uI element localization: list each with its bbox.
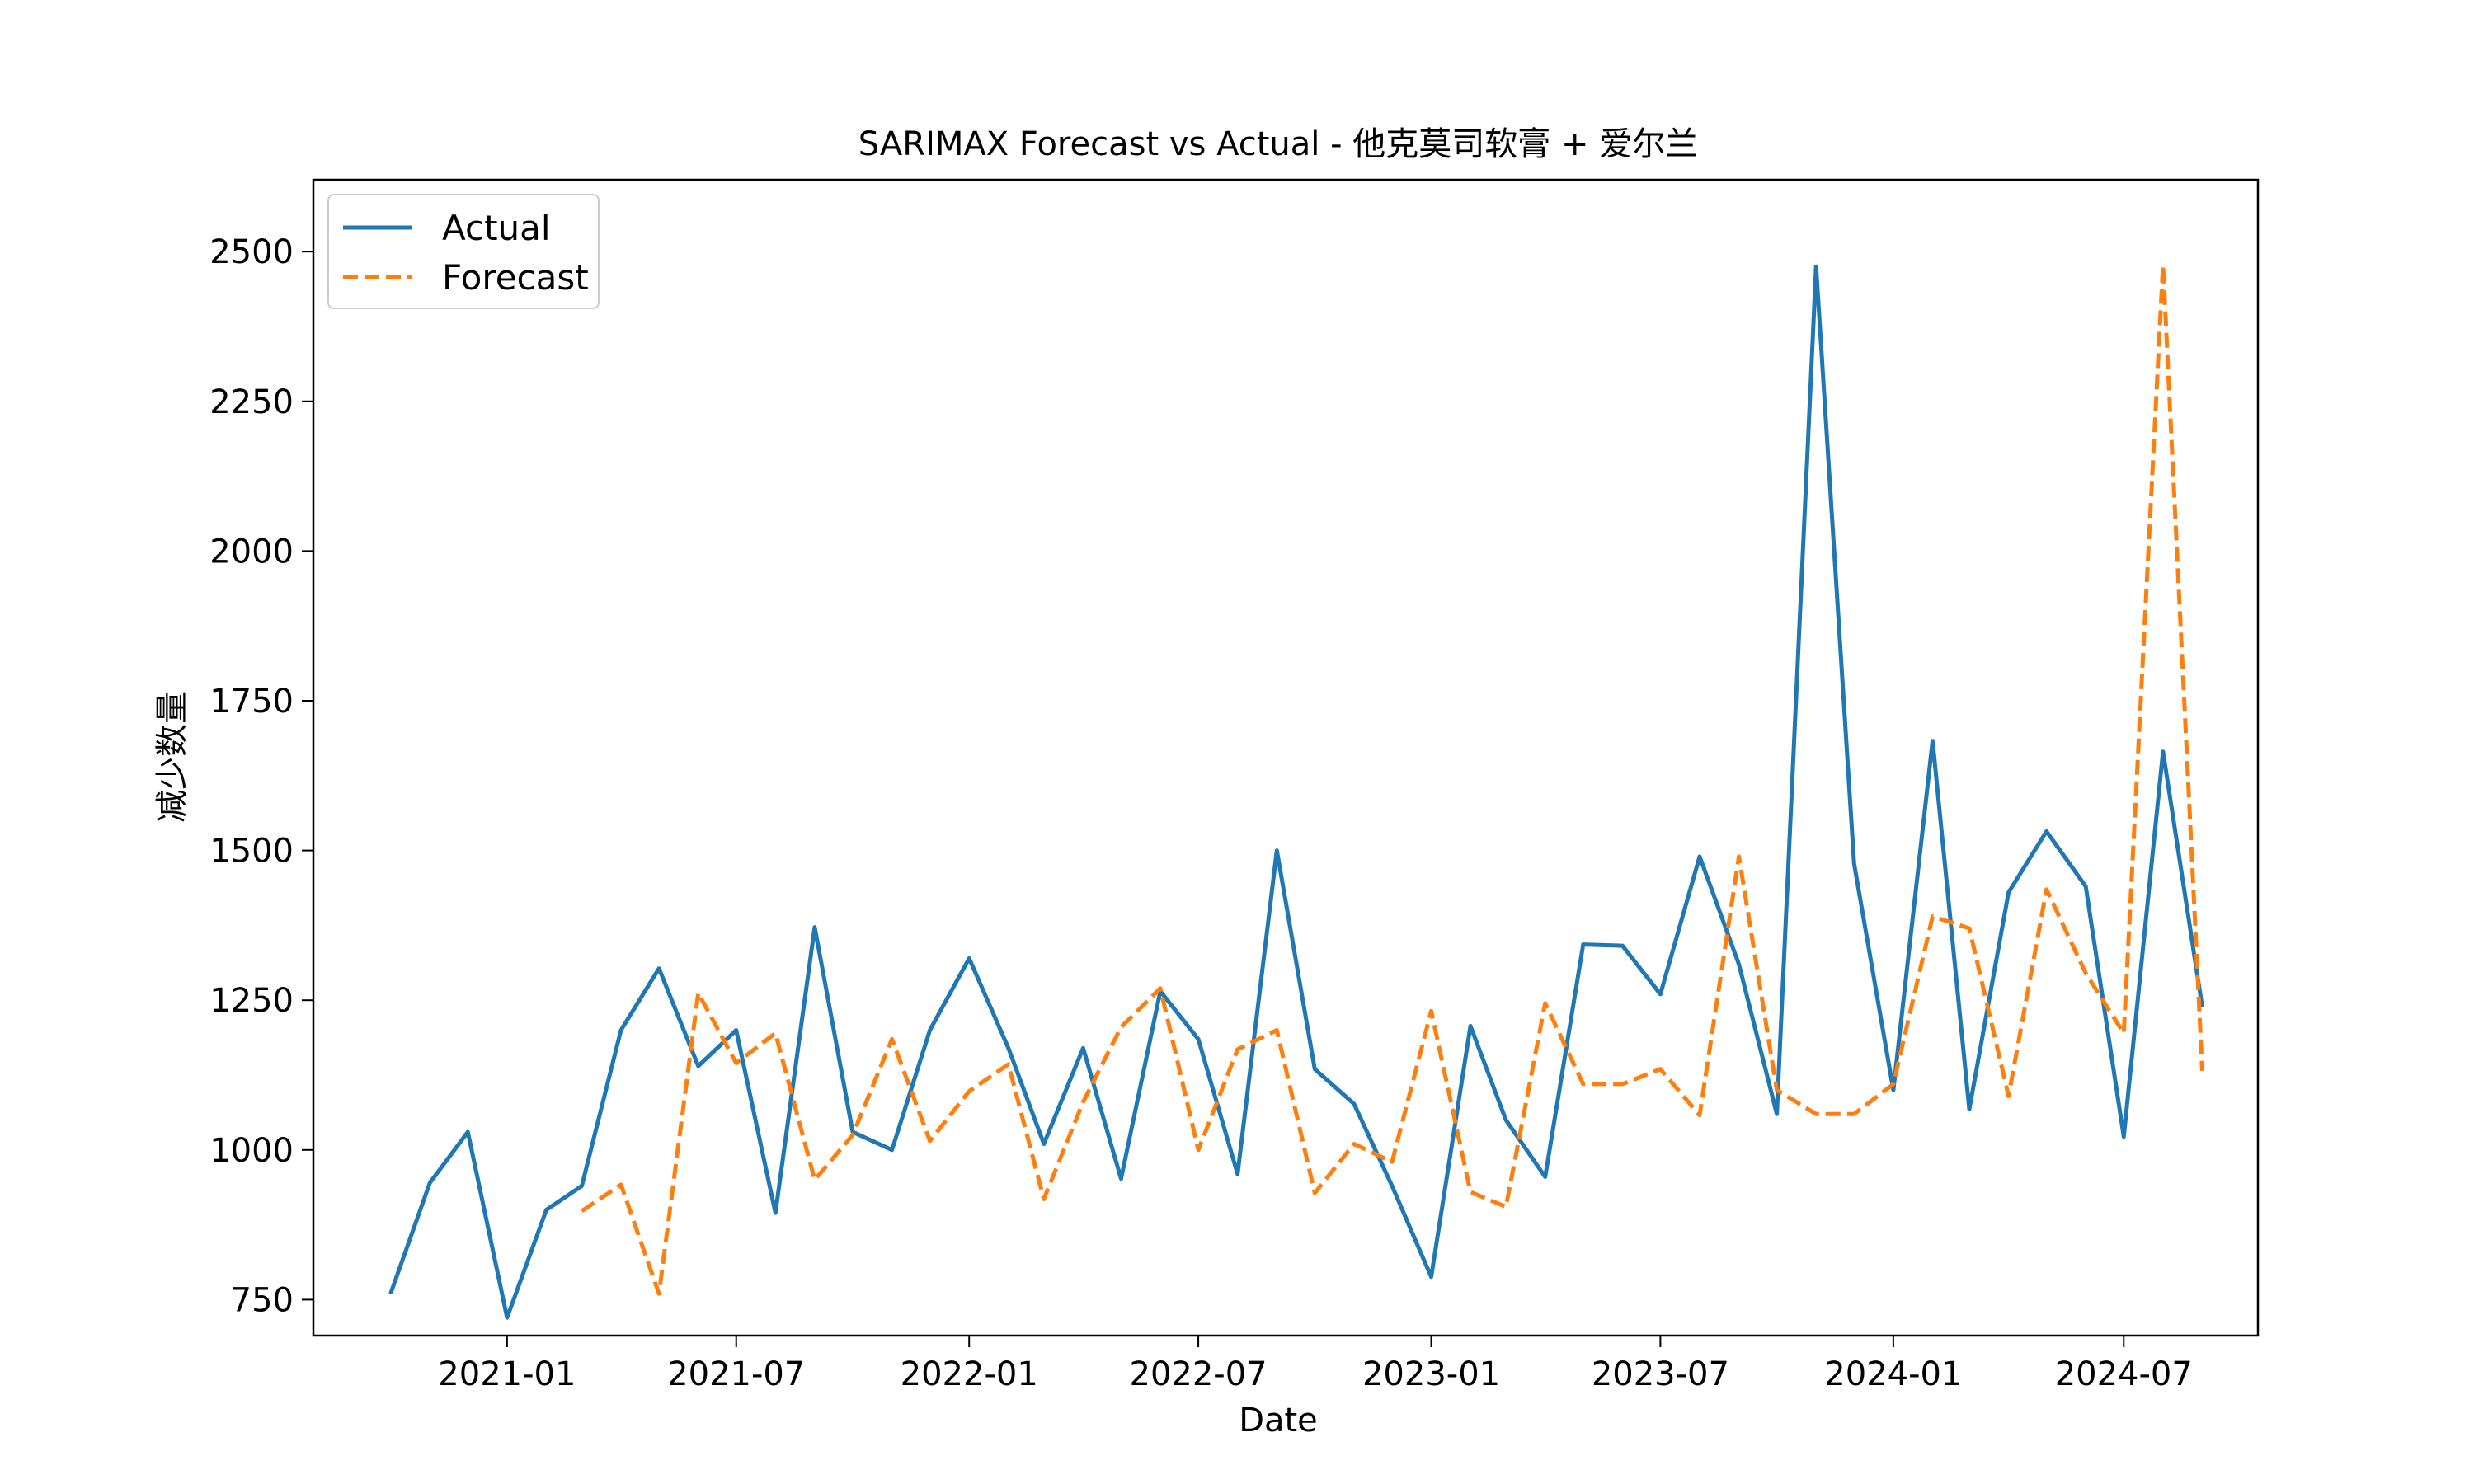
- x-tick-label: 2021-07: [667, 1355, 805, 1393]
- y-tick-label: 2000: [209, 533, 294, 571]
- legend-label-forecast: Forecast: [442, 257, 589, 298]
- y-tick-label: 1000: [209, 1132, 294, 1170]
- chart-title: SARIMAX Forecast vs Actual - 他克莫司软膏 + 爱尔…: [858, 125, 1698, 163]
- y-tick-label: 750: [231, 1281, 294, 1319]
- x-tick-label: 2022-07: [1130, 1355, 1268, 1393]
- axes: 2021-01 2021-07 2022-01 2022-07 2023-01 2023-…: [209, 233, 2193, 1393]
- y-tick-label: 1750: [209, 683, 294, 721]
- y-tick-label: 1500: [209, 833, 294, 871]
- legend: Actual Forecast: [327, 194, 600, 309]
- x-tick-label: 2021-01: [438, 1355, 576, 1393]
- x-tick-label: 2023-01: [1362, 1355, 1500, 1393]
- y-axis-title: 减少数量: [153, 691, 191, 823]
- x-tick-label: 2024-01: [1824, 1355, 1962, 1393]
- x-axis-title: Date: [1239, 1402, 1318, 1439]
- plot-frame: [312, 178, 2260, 1337]
- y-tick-label: 2500: [209, 233, 294, 271]
- x-tick-label: 2024-07: [2055, 1355, 2193, 1393]
- legend-box: [327, 194, 600, 309]
- plot-area: [388, 262, 2204, 1320]
- x-tick-label: 2023-07: [1592, 1355, 1729, 1393]
- y-tick-label: 2250: [209, 383, 294, 421]
- x-tick-label: 2022-01: [901, 1355, 1038, 1393]
- legend-label-actual: Actual: [442, 208, 551, 248]
- y-tick-label: 1250: [209, 982, 294, 1020]
- series-line-forecast: [581, 262, 2204, 1296]
